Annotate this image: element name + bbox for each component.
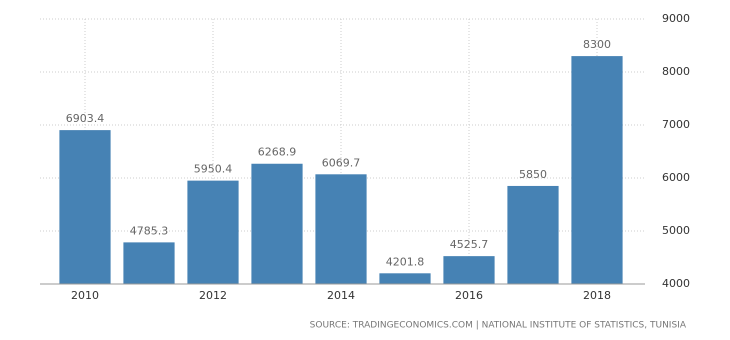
- x-tick-label: 2010: [71, 289, 99, 302]
- bar: [315, 174, 367, 284]
- bar: [187, 180, 239, 284]
- x-tick-label: 2012: [199, 289, 227, 302]
- value-label: 6069.7: [322, 156, 361, 169]
- value-label: 4785.3: [130, 224, 169, 237]
- value-label: 4201.8: [386, 255, 425, 268]
- y-tick-label: 6000: [662, 171, 690, 184]
- x-tick-label: 2016: [455, 289, 483, 302]
- bar: [59, 130, 111, 284]
- x-tick-label: 2014: [327, 289, 355, 302]
- bar: [443, 256, 495, 284]
- value-label: 4525.7: [450, 238, 489, 251]
- y-tick-label: 8000: [662, 65, 690, 78]
- bar: [379, 273, 431, 284]
- x-tick-label: 2018: [583, 289, 611, 302]
- bar: [251, 163, 303, 284]
- value-label: 6903.4: [66, 112, 105, 125]
- value-label: 5950.4: [194, 163, 233, 176]
- bar: [571, 56, 623, 284]
- bar: [123, 242, 175, 284]
- y-tick-label: 9000: [662, 12, 690, 25]
- y-tick-label: 4000: [662, 277, 690, 290]
- value-label: 6268.9: [258, 146, 297, 159]
- y-tick-label: 5000: [662, 224, 690, 237]
- bar: [507, 185, 559, 284]
- value-label: 8300: [583, 38, 611, 51]
- y-tick-label: 7000: [662, 118, 690, 131]
- source-note: SOURCE: TRADINGECONOMICS.COM | NATIONAL …: [310, 321, 687, 331]
- value-label: 5850: [519, 168, 547, 181]
